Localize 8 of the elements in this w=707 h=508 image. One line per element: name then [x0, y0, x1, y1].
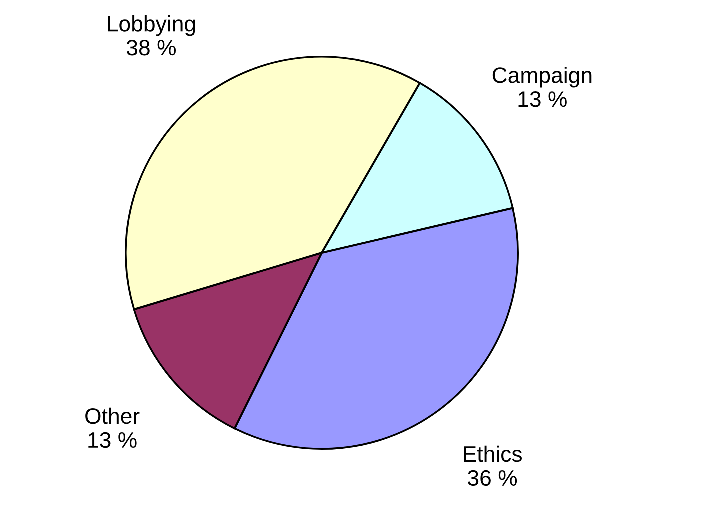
data-label: 38 %: [126, 40, 176, 56]
slice-label: Other: [86, 408, 140, 424]
slice-label: Campaign: [492, 66, 592, 88]
data-label: 13 %: [518, 92, 567, 108]
slice-label: Lobbying: [108, 16, 196, 36]
slice-label: Ethics: [464, 446, 522, 462]
data-label: 36 %: [468, 470, 518, 486]
data-label: 13 %: [88, 432, 137, 448]
